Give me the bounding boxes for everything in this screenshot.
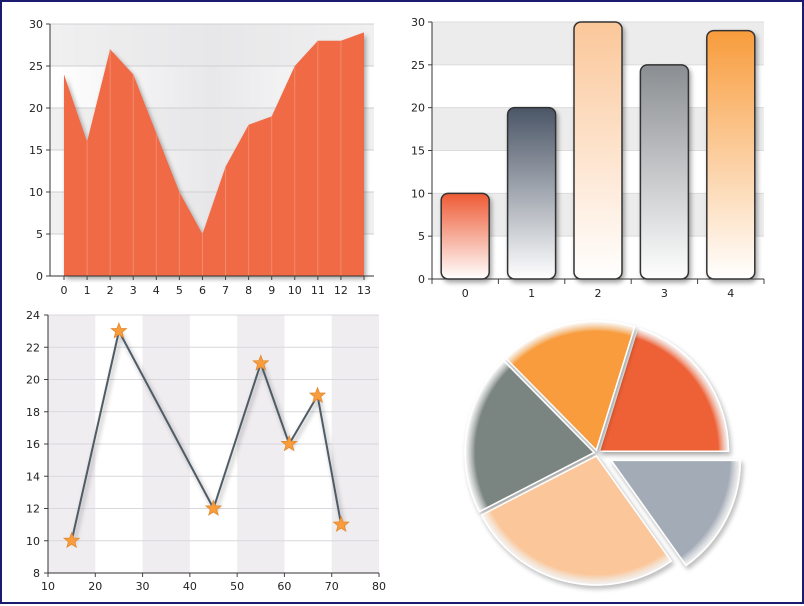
- x-tick-label: 0: [462, 287, 469, 300]
- x-tick-label: 12: [334, 284, 348, 297]
- x-tick-label: 40: [183, 580, 197, 593]
- bar: [706, 29, 756, 280]
- x-tick-label: 80: [372, 580, 386, 593]
- x-tick-label: 4: [727, 287, 734, 300]
- y-tick-label: 25: [411, 59, 425, 72]
- y-tick-label: 12: [26, 503, 40, 516]
- x-tick-label: 13: [357, 284, 371, 297]
- pie-slice: [464, 359, 596, 513]
- y-tick-label: 15: [29, 144, 43, 157]
- star-marker: [332, 515, 350, 533]
- x-tick-label: 0: [61, 284, 68, 297]
- x-tick-label: 70: [325, 580, 339, 593]
- y-tick-label: 20: [411, 102, 425, 115]
- star-marker: [308, 386, 327, 404]
- bar: [440, 192, 490, 280]
- x-tick-label: 1: [84, 284, 91, 297]
- y-tick-label: 10: [411, 187, 425, 200]
- x-tick-label: 8: [245, 284, 252, 297]
- star-marker: [252, 354, 270, 371]
- x-tick-label: 60: [277, 580, 291, 593]
- x-tick-label: 11: [311, 284, 325, 297]
- pie-slice: [480, 454, 673, 586]
- bar: [573, 21, 623, 280]
- x-tick-label: 2: [595, 287, 602, 300]
- pie-slice: [598, 327, 730, 452]
- star-marker: [62, 531, 81, 549]
- x-tick-label: 30: [136, 580, 150, 593]
- area-series: [64, 32, 364, 277]
- bar: [639, 64, 690, 280]
- y-tick-label: 5: [36, 228, 43, 241]
- x-tick-label: 4: [153, 284, 160, 297]
- y-tick-label: 5: [418, 230, 425, 243]
- y-tick-label: 15: [411, 145, 425, 158]
- bar-chart: 0 5 10 15 20 25 30 0 1 2 3 4: [411, 16, 765, 300]
- x-tick-label: 3: [661, 287, 668, 300]
- star-marker: [280, 434, 298, 452]
- y-tick-label: 20: [26, 374, 40, 387]
- x-tick-label: 2: [107, 284, 114, 297]
- y-tick-label: 20: [29, 102, 43, 115]
- pie-slice: [504, 320, 636, 452]
- x-tick-label: 7: [222, 284, 229, 297]
- y-tick-label: 10: [26, 535, 40, 548]
- y-tick-label: 16: [26, 438, 40, 451]
- star-marker: [110, 322, 128, 339]
- y-tick-label: 14: [26, 470, 40, 483]
- x-tick-label: 5: [176, 284, 183, 297]
- pie-chart: [464, 320, 741, 586]
- x-tick-label: 9: [268, 284, 275, 297]
- x-tick-label: 1: [528, 287, 535, 300]
- x-tick-label: 50: [230, 580, 244, 593]
- y-tick-label: 8: [33, 567, 40, 580]
- y-tick-label: 22: [26, 341, 40, 354]
- star-marker: [204, 499, 223, 516]
- y-tick-label: 30: [411, 16, 425, 29]
- bar: [506, 106, 557, 280]
- x-tick-label: 6: [199, 284, 206, 297]
- x-tick-label: 10: [41, 580, 55, 593]
- y-tick-label: 24: [26, 309, 40, 322]
- x-tick-label: 20: [88, 580, 102, 593]
- x-tick-label: 10: [288, 284, 302, 297]
- x-tick-label: 3: [130, 284, 137, 297]
- pie-slice: [609, 459, 741, 567]
- y-tick-label: 10: [29, 186, 43, 199]
- y-tick-label: 25: [29, 60, 43, 73]
- y-tick-label: 18: [26, 406, 40, 419]
- y-tick-label: 0: [36, 270, 43, 283]
- y-tick-label: 0: [418, 273, 425, 286]
- y-tick-label: 30: [29, 18, 43, 31]
